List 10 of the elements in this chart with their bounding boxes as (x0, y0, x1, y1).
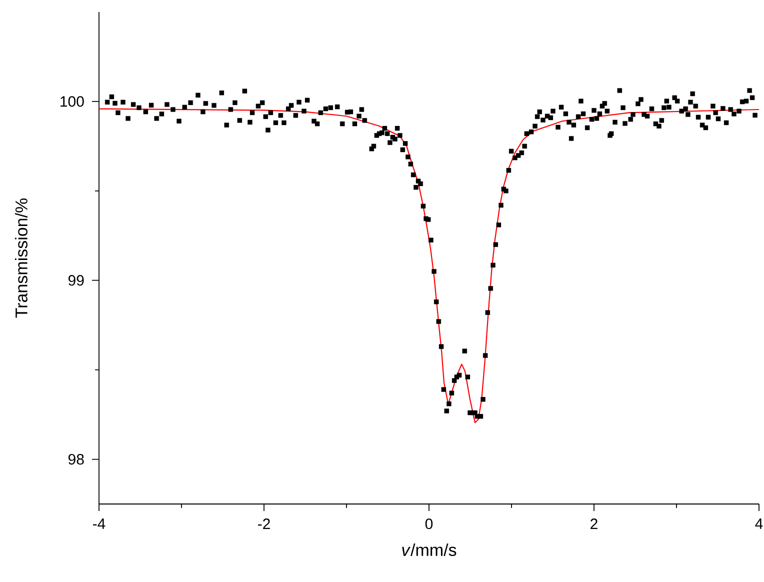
y-tick-label: 98 (68, 454, 84, 465)
x-axis-title: v/mm/s (402, 544, 456, 556)
y-axis-title: Transmission/% (14, 198, 28, 318)
x-tick-label: -2 (258, 518, 270, 530)
x-tick-label: 4 (755, 518, 763, 529)
x-tick-label: 0 (425, 518, 433, 530)
x-tick-label: 2 (590, 518, 598, 530)
x-tick-label: -4 (92, 518, 106, 529)
y-tick-label: 100 (60, 96, 84, 107)
y-tick-label: 99 (68, 275, 84, 286)
